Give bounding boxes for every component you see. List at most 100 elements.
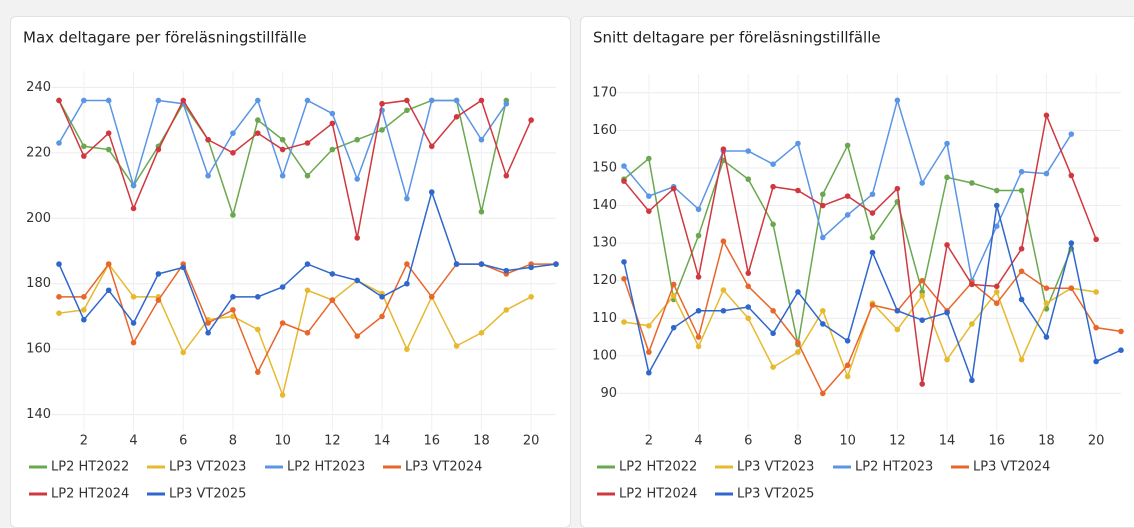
data-point — [1043, 285, 1050, 292]
x-tick-label: 4 — [694, 434, 702, 449]
legend-label: LP2 HT2023 — [855, 460, 933, 475]
data-point — [155, 297, 162, 303]
data-point — [329, 271, 336, 277]
data-point — [1068, 131, 1075, 137]
y-tick-label: 140 — [26, 407, 51, 422]
data-point — [621, 259, 627, 265]
data-point — [503, 307, 510, 313]
data-point — [745, 148, 752, 154]
data-point — [820, 202, 826, 209]
data-point — [745, 270, 752, 276]
data-point — [1093, 324, 1099, 331]
data-point — [205, 320, 211, 326]
data-point — [404, 346, 410, 352]
data-point — [745, 315, 752, 322]
legend-item: LP3 VT2024 — [951, 460, 1050, 475]
data-point — [820, 321, 826, 327]
x-tick-label: 10 — [839, 434, 856, 449]
y-tick-label: 120 — [592, 273, 617, 288]
data-point — [795, 140, 801, 147]
data-point — [255, 117, 261, 123]
y-tick-label: 180 — [26, 276, 51, 291]
data-point — [695, 206, 702, 213]
data-point — [795, 187, 801, 194]
y-tick-label: 140 — [592, 198, 617, 213]
data-point — [820, 234, 826, 241]
x-tick-label: 14 — [374, 434, 391, 449]
data-point — [404, 107, 410, 114]
data-point — [1043, 170, 1050, 177]
data-point — [329, 120, 336, 127]
y-tick-label: 170 — [592, 85, 617, 100]
data-point — [503, 172, 510, 179]
data-point — [993, 300, 1000, 307]
x-tick-label: 20 — [523, 434, 540, 449]
data-point — [279, 284, 286, 290]
data-point — [130, 182, 137, 189]
data-point — [919, 180, 925, 186]
data-point — [304, 140, 311, 146]
data-point — [720, 146, 727, 152]
data-point — [770, 307, 776, 314]
data-point — [379, 313, 385, 320]
data-point — [230, 130, 236, 136]
y-tick-label: 100 — [592, 348, 617, 363]
data-point — [695, 307, 702, 314]
data-point — [105, 146, 112, 153]
data-point — [255, 130, 261, 136]
data-point — [1068, 172, 1075, 179]
data-point — [304, 172, 311, 179]
data-point — [180, 349, 187, 356]
legend-item: LP2 HT2022 — [597, 460, 697, 475]
data-point — [770, 183, 776, 190]
data-point — [81, 316, 87, 323]
data-point — [770, 364, 776, 370]
legend-item: LP2 HT2024 — [29, 487, 129, 502]
data-point — [944, 356, 950, 363]
data-point — [279, 136, 286, 143]
y-tick-label: 150 — [592, 160, 617, 175]
data-point — [894, 185, 901, 192]
data-point — [869, 302, 876, 308]
data-point — [1093, 358, 1099, 365]
data-point — [1018, 187, 1025, 194]
data-point — [670, 292, 677, 299]
data-point — [528, 117, 534, 123]
legend-label: LP3 VT2025 — [169, 487, 246, 502]
data-point — [553, 261, 559, 267]
data-point — [919, 292, 925, 299]
legend-label: LP3 VT2025 — [737, 487, 814, 502]
series-line — [623, 287, 1097, 379]
data-point — [81, 294, 87, 300]
legend-label: LP3 VT2024 — [405, 460, 482, 475]
legend-item: LP3 VT2025 — [147, 487, 246, 502]
data-point — [478, 330, 485, 336]
x-tick-label: 16 — [423, 434, 440, 449]
page: {"chart_data": [ {"type": "line", "title… — [10, 16, 1134, 528]
data-point — [404, 97, 410, 104]
data-point — [1068, 285, 1075, 292]
data-point — [621, 319, 627, 325]
data-point — [379, 294, 385, 300]
data-point — [428, 143, 435, 150]
data-point — [969, 281, 975, 288]
data-point — [695, 232, 702, 239]
data-point — [130, 205, 137, 212]
data-point — [720, 287, 727, 293]
y-tick-label: 110 — [592, 311, 617, 326]
legend-label: LP3 VT2023 — [169, 460, 246, 475]
data-point — [279, 320, 286, 326]
data-point — [844, 373, 851, 380]
x-tick-label: 6 — [179, 434, 187, 449]
data-point — [1068, 240, 1075, 246]
data-point — [869, 191, 876, 198]
legend-label: LP2 HT2024 — [51, 487, 129, 502]
data-point — [795, 349, 801, 355]
data-point — [646, 322, 652, 329]
data-point — [993, 223, 1000, 229]
data-point — [919, 277, 925, 284]
data-point — [993, 202, 1000, 209]
chart: Snitt deltagare per föreläsningstillfäll… — [592, 29, 1124, 502]
data-point — [329, 297, 336, 303]
data-point — [944, 242, 950, 248]
